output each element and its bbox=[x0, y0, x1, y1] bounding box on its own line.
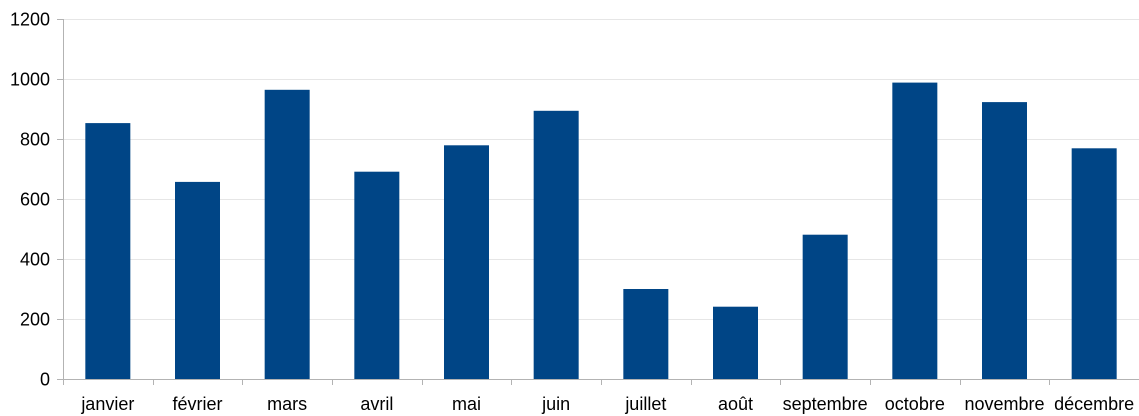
gridlines bbox=[63, 19, 1139, 320]
x-tick-label: septembre bbox=[783, 394, 868, 414]
bar-4 bbox=[444, 145, 489, 379]
y-tick-labels: 0 200 400 600 800 1000 1200 bbox=[10, 10, 50, 390]
y-tick-label: 200 bbox=[20, 310, 50, 330]
y-tick-label: 0 bbox=[40, 370, 50, 390]
bar-0 bbox=[85, 123, 131, 379]
bars bbox=[85, 82, 1117, 380]
x-tick-label: novembre bbox=[964, 394, 1044, 414]
bar-2 bbox=[264, 89, 310, 380]
x-tick-label: février bbox=[172, 394, 222, 414]
x-tick-label: juillet bbox=[624, 394, 666, 414]
x-tick-label: mars bbox=[267, 394, 307, 414]
bar-8 bbox=[802, 234, 848, 379]
bar-1 bbox=[175, 181, 220, 379]
bar-11 bbox=[1071, 148, 1117, 379]
y-tick-label: 800 bbox=[20, 130, 50, 150]
x-tick-label: août bbox=[718, 394, 753, 414]
x-tick-label: juin bbox=[541, 394, 570, 414]
bar-10 bbox=[982, 102, 1027, 379]
y-tick-label: 400 bbox=[20, 250, 50, 270]
bar-6 bbox=[623, 289, 669, 379]
bar-9 bbox=[892, 82, 938, 379]
bar-3 bbox=[354, 171, 400, 379]
bar-5 bbox=[533, 110, 579, 380]
x-tick-label: décembre bbox=[1054, 394, 1134, 414]
y-tick-label: 600 bbox=[20, 190, 50, 210]
bar-7 bbox=[713, 306, 758, 379]
y-tick-label: 1200 bbox=[10, 10, 50, 30]
x-tick-label: janvier bbox=[80, 394, 134, 414]
x-tick-label: mai bbox=[452, 394, 481, 414]
y-tick-label: 1000 bbox=[10, 70, 50, 90]
x-tick-label: octobre bbox=[885, 394, 945, 414]
x-tick-labels: janvier février mars avril mai juin juillet aoû… bbox=[80, 394, 1134, 414]
x-tick-label: avril bbox=[360, 394, 393, 414]
axes bbox=[57, 19, 1139, 385]
